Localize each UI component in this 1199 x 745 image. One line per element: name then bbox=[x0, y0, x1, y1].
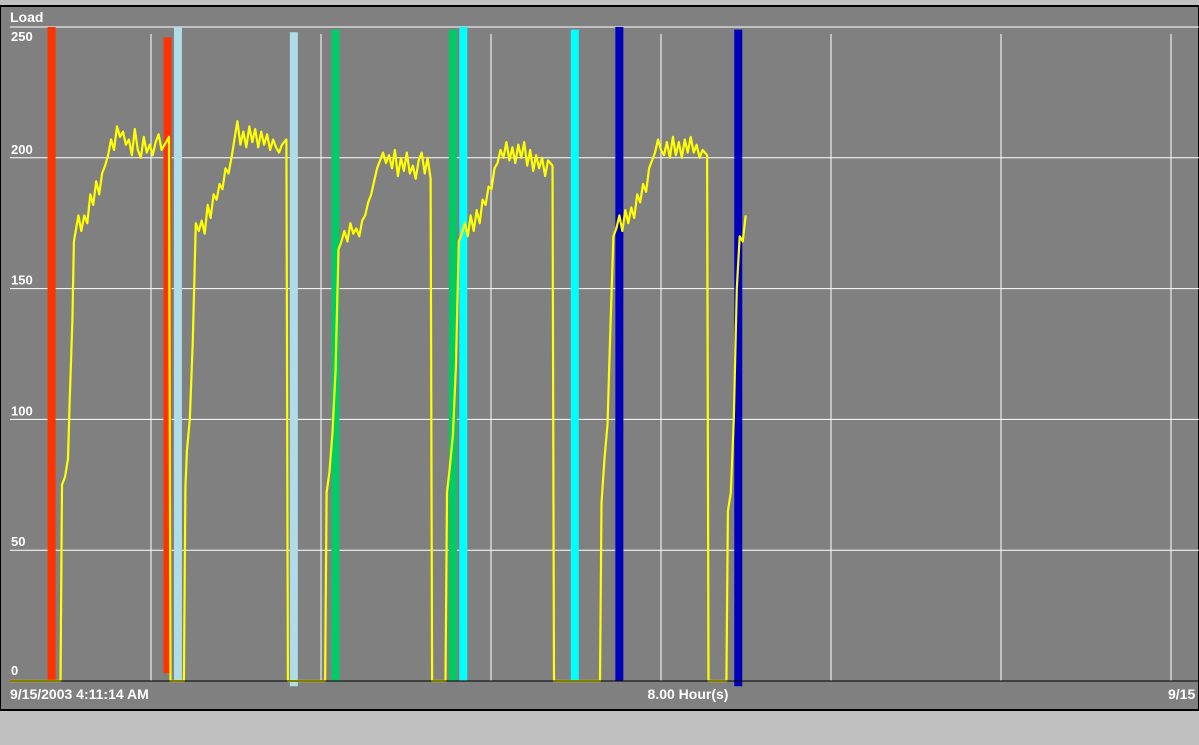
marker-bar bbox=[448, 29, 457, 681]
marker-bar bbox=[615, 27, 624, 681]
marker-bar bbox=[47, 27, 56, 681]
marker-bar bbox=[163, 37, 172, 674]
y-tick-label: 200 bbox=[11, 142, 33, 157]
marker-bar bbox=[173, 27, 182, 681]
y-tick-labels: 0 50 100 150 200 250 bbox=[11, 29, 33, 678]
y-tick-label: 0 bbox=[11, 663, 18, 678]
x-start-label: 9/15/2003 4:11:14 AM bbox=[10, 686, 149, 702]
y-tick-label: 50 bbox=[11, 534, 25, 549]
x-end-label: 9/15 bbox=[1168, 686, 1195, 702]
grid bbox=[10, 26, 1199, 682]
series-layer bbox=[10, 120, 747, 683]
y-tick-label: 100 bbox=[11, 403, 33, 418]
chart-panel bbox=[0, 5, 1199, 711]
marker-bar bbox=[289, 32, 298, 687]
y-tick-label: 150 bbox=[11, 273, 33, 288]
marker-bar bbox=[459, 27, 468, 681]
x-span-label: 8.00 Hour(s) bbox=[648, 686, 729, 702]
marker-bar bbox=[734, 29, 743, 687]
chart-title: Load bbox=[10, 9, 43, 25]
y-tick-label: 250 bbox=[11, 29, 33, 44]
load-series-line bbox=[10, 120, 747, 683]
marker-bar bbox=[570, 29, 579, 681]
